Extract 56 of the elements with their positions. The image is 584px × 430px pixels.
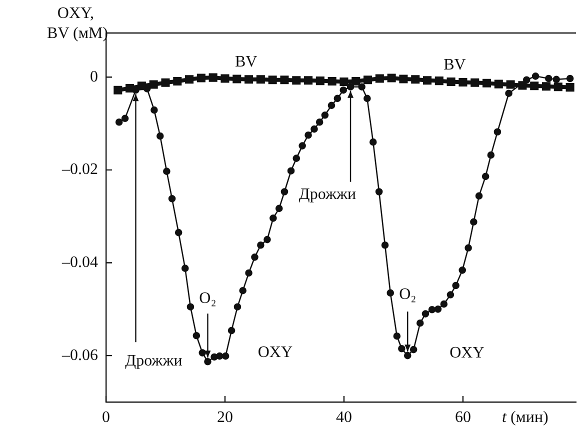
annotation: Дрожжи <box>298 186 357 204</box>
series-label: OXY <box>258 344 293 361</box>
y-tick-label: 0 <box>90 68 98 86</box>
annotation: O₂ <box>399 286 416 303</box>
annotation: O₂ <box>199 290 216 307</box>
point <box>352 77 360 86</box>
point <box>304 76 313 85</box>
point <box>387 74 396 82</box>
y-tick-label: –0.06 <box>61 346 98 364</box>
point <box>482 78 492 88</box>
x-tick-label: 60 <box>454 408 471 426</box>
y-tick-label: –0.02 <box>61 161 98 178</box>
point <box>126 84 134 92</box>
point <box>364 76 372 84</box>
point <box>268 76 277 84</box>
x-tick-label: 40 <box>336 408 352 426</box>
point <box>375 74 384 83</box>
point <box>114 86 122 94</box>
point <box>458 78 468 86</box>
point <box>244 75 254 84</box>
x-tick-label: 20 <box>216 408 233 426</box>
text: BV <box>234 53 258 70</box>
point <box>328 77 336 86</box>
point <box>185 75 194 84</box>
point <box>411 75 420 84</box>
point <box>542 82 551 91</box>
point <box>149 80 158 89</box>
point <box>434 76 444 86</box>
annotation: Дрожжи <box>125 352 183 370</box>
point <box>220 74 230 83</box>
point <box>446 77 456 86</box>
point <box>161 78 170 87</box>
point <box>280 76 289 84</box>
point <box>173 77 182 86</box>
point <box>506 80 515 89</box>
point <box>399 74 408 84</box>
x-axis-title: t (мин) <box>502 409 548 426</box>
point <box>554 82 562 92</box>
series-label: BV <box>444 56 466 74</box>
point <box>196 74 206 82</box>
text: OXY <box>450 344 484 362</box>
point <box>423 76 432 85</box>
point <box>232 74 242 84</box>
y-tick-label: –0.04 <box>61 254 98 271</box>
point <box>518 81 527 90</box>
point <box>316 76 324 86</box>
point <box>566 83 574 92</box>
point <box>256 75 265 84</box>
point <box>208 73 218 82</box>
point <box>137 82 146 90</box>
point <box>292 76 301 85</box>
point <box>494 80 503 88</box>
point <box>530 82 539 90</box>
point <box>470 78 480 87</box>
point <box>340 77 348 86</box>
x-tick-label: 0 <box>102 408 110 426</box>
